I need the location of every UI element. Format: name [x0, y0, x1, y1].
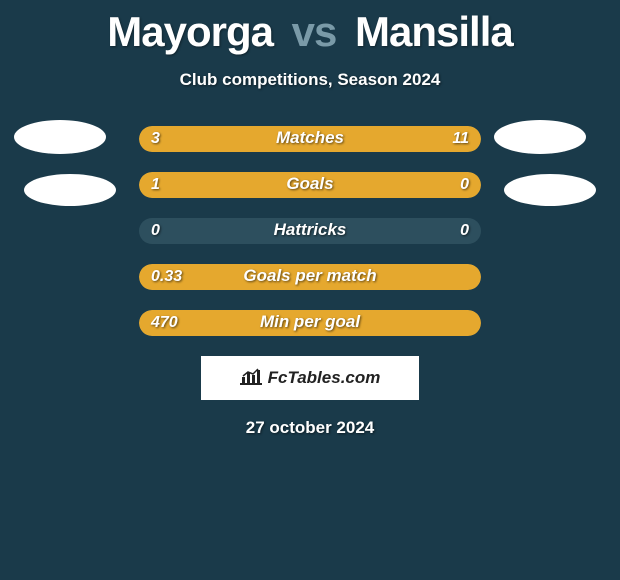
chart-icon [240, 367, 262, 390]
subtitle: Club competitions, Season 2024 [0, 70, 620, 90]
bar-row: 470Min per goal [139, 310, 481, 336]
bar-label: Goals per match [139, 264, 481, 289]
avatar [494, 120, 586, 154]
badge-text: FcTables.com [268, 368, 381, 388]
bar-label: Goals [139, 172, 481, 197]
bar-label: Hattricks [139, 218, 481, 243]
bar-row: 311Matches [139, 126, 481, 152]
player1-name: Mayorga [107, 8, 273, 55]
avatar [14, 120, 106, 154]
comparison-chart: 311Matches 10Goals 00Hattricks 0.33Goals pe… [139, 126, 481, 336]
bar-row: 00Hattricks [139, 218, 481, 244]
avatar [504, 174, 596, 206]
avatar [24, 174, 116, 206]
bar-label: Matches [139, 126, 481, 151]
player2-name: Mansilla [355, 8, 513, 55]
date-label: 27 october 2024 [0, 418, 620, 438]
page-title: Mayorga vs Mansilla [0, 0, 620, 56]
bar-label: Min per goal [139, 310, 481, 335]
bar-row: 10Goals [139, 172, 481, 198]
source-badge: FcTables.com [201, 356, 419, 400]
bar-row: 0.33Goals per match [139, 264, 481, 290]
vs-text: vs [292, 8, 337, 55]
